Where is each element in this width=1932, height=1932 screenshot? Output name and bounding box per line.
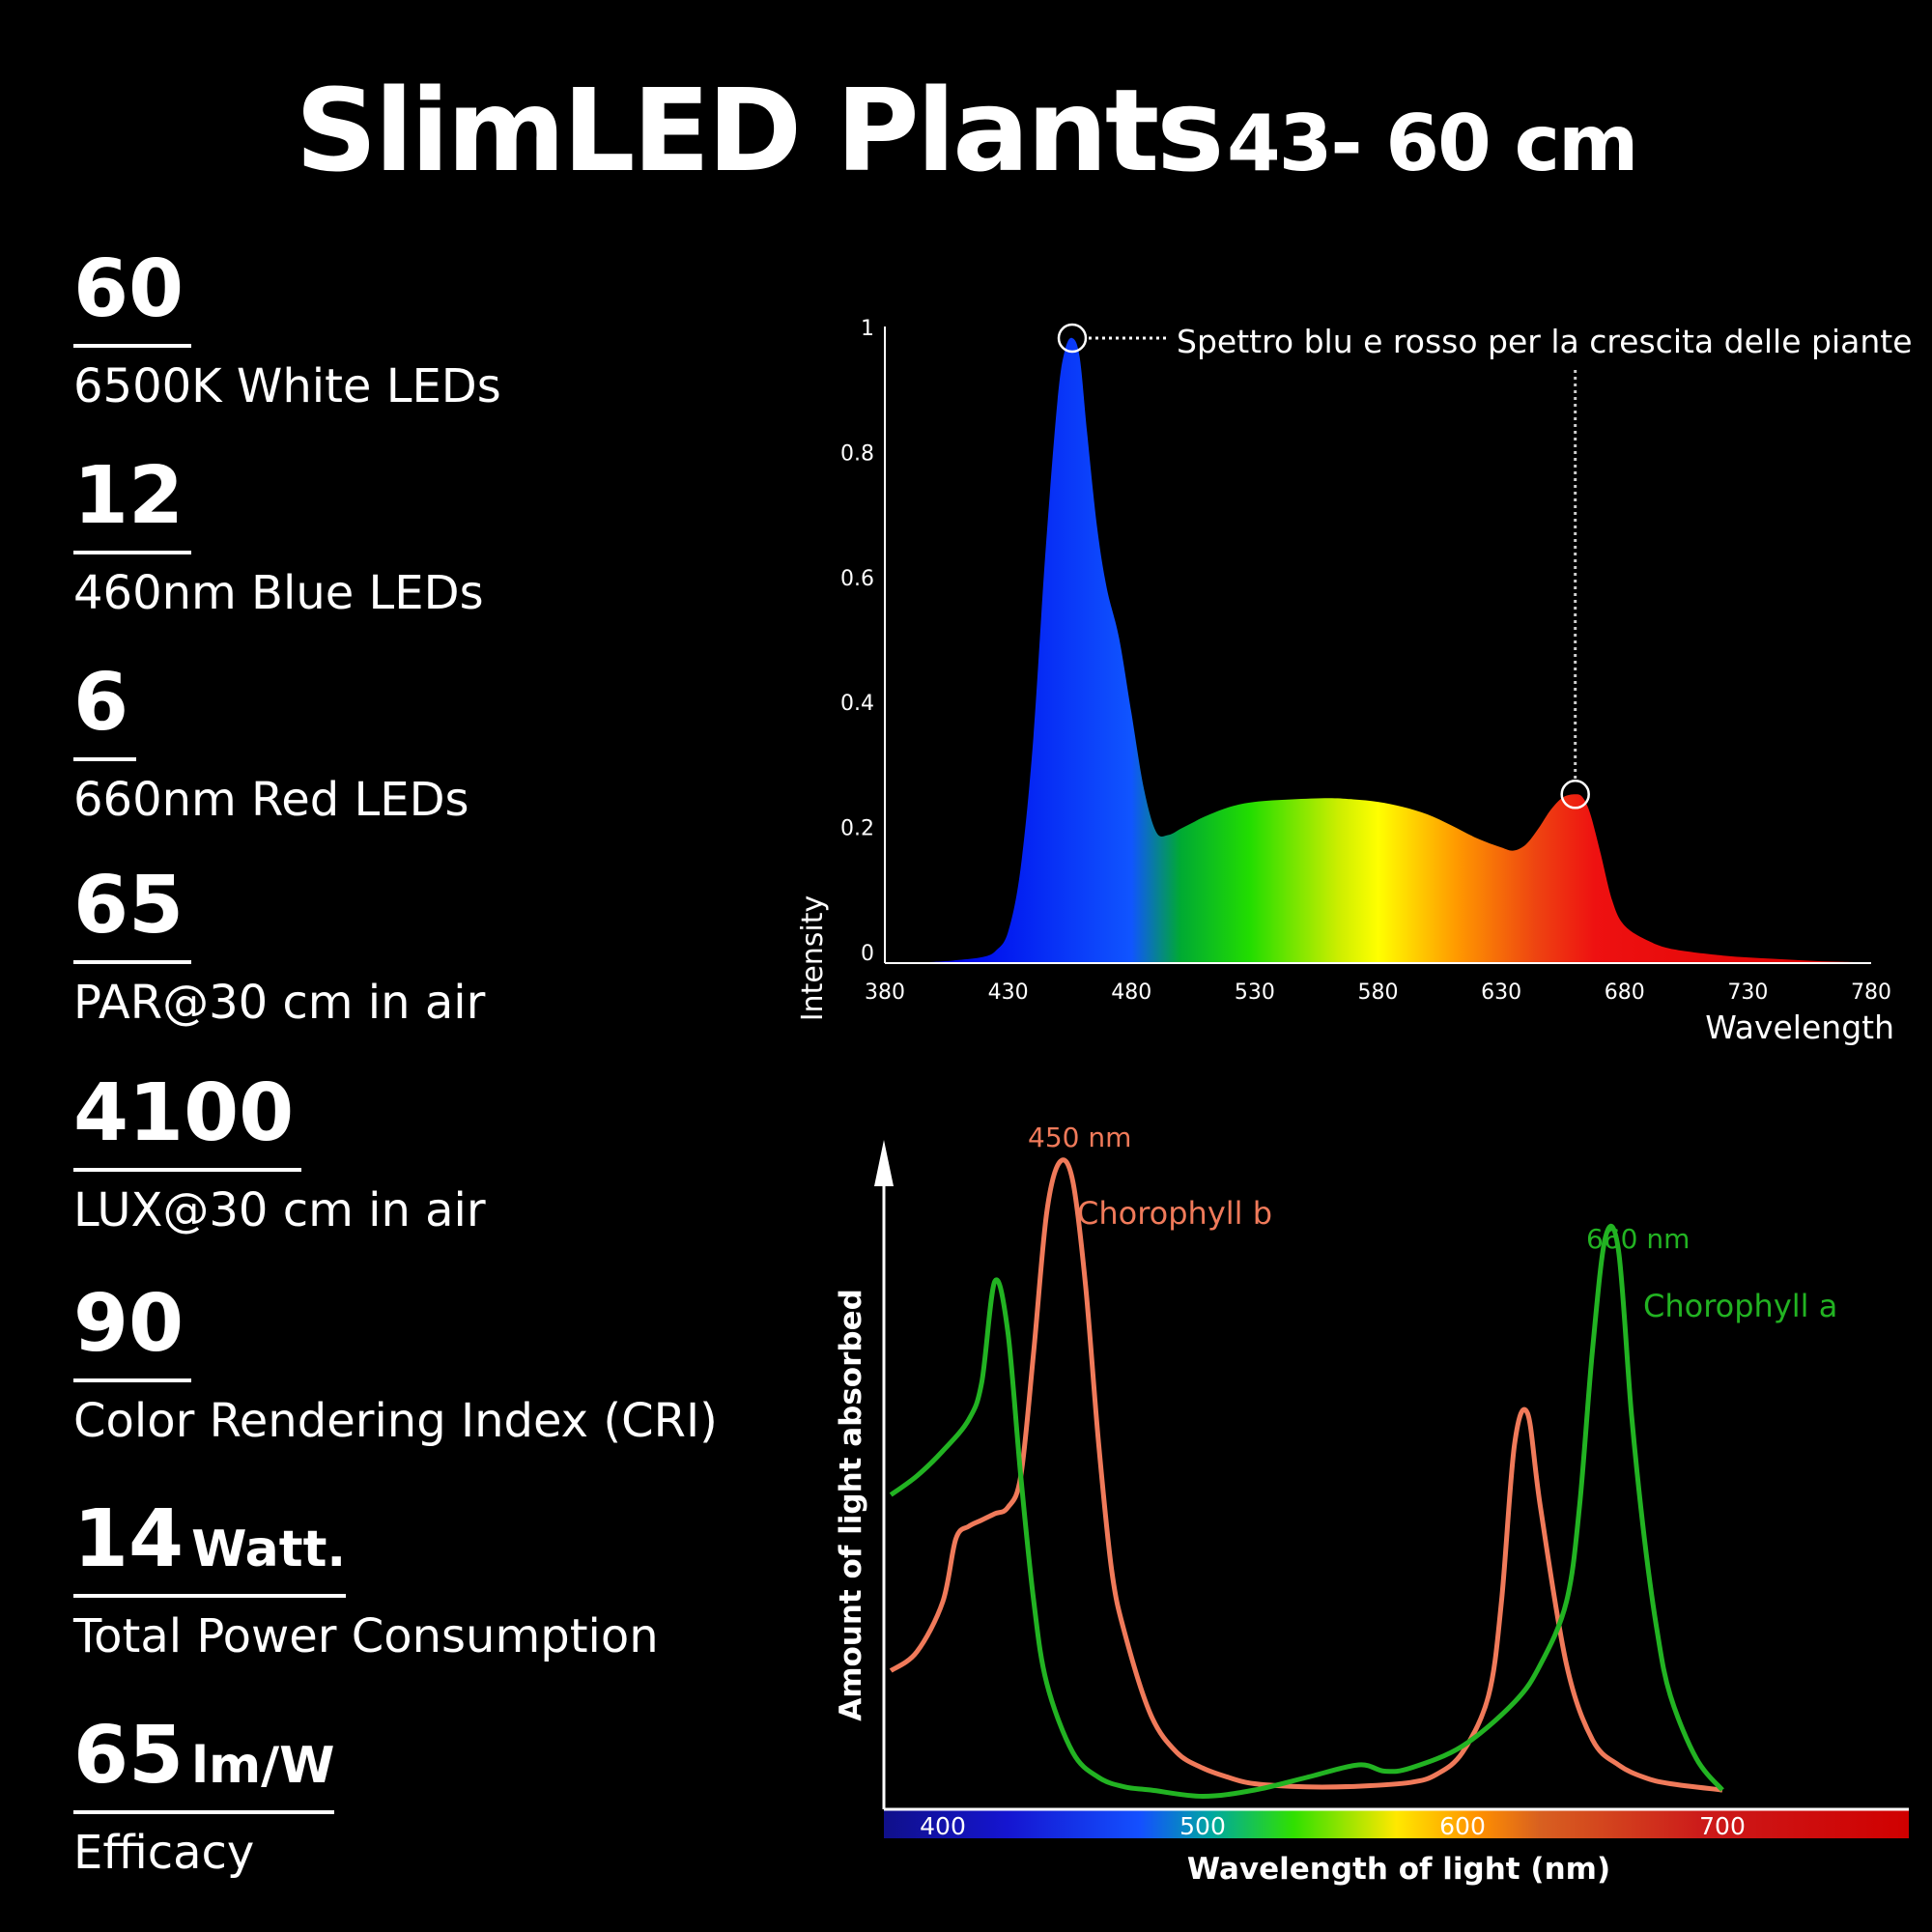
peak-label-450: 450 nm bbox=[1028, 1122, 1131, 1153]
spec-label: 6500K White LEDs bbox=[73, 359, 501, 413]
spec-label: PAR@30 cm in air bbox=[73, 976, 486, 1030]
title-sub: 43- 60 cm bbox=[1227, 99, 1638, 188]
absorption-x-tick: 500 bbox=[1179, 1812, 1226, 1840]
spectrum-y-tick: 0.2 bbox=[840, 817, 874, 841]
spectrum-x-tick: 780 bbox=[1851, 980, 1891, 1005]
spec-lux: 4100 LUX@30 cm in air bbox=[73, 1073, 486, 1237]
spectrum-x-tick: 430 bbox=[988, 980, 1029, 1005]
spectrum-x-tick: 480 bbox=[1111, 980, 1151, 1005]
spec-label: Efficacy bbox=[73, 1826, 255, 1880]
spectrum-x-tick: 680 bbox=[1605, 980, 1645, 1005]
spectrum-y-tick: 0.8 bbox=[840, 441, 874, 466]
spectrum-y-tick: 0 bbox=[861, 942, 874, 966]
spec-par: 65 PAR@30 cm in air bbox=[73, 866, 485, 1030]
spec-red-leds: 6 660nm Red LEDs bbox=[73, 663, 469, 827]
spec-value: 6 bbox=[73, 663, 137, 761]
spec-cri: 90 Color Rendering Index (CRI) bbox=[73, 1284, 718, 1448]
absorption-x-tick: 700 bbox=[1699, 1812, 1746, 1840]
spec-label: Color Rendering Index (CRI) bbox=[73, 1394, 718, 1448]
series-label-chlorophyll-b: Chorophyll b bbox=[1077, 1195, 1272, 1232]
chlorophyll-a-line bbox=[889, 1224, 1724, 1799]
spectrum-x-tick: 530 bbox=[1235, 980, 1275, 1005]
spectrum-x-tick: 730 bbox=[1727, 980, 1768, 1005]
spec-value: 60 bbox=[73, 249, 192, 348]
spectrum-x-tick: 580 bbox=[1358, 980, 1399, 1005]
wavelength-color-bar bbox=[884, 1809, 1909, 1838]
series-label-chlorophyll-a: Chorophyll a bbox=[1643, 1288, 1837, 1324]
absorption-ylabel: Amount of light absorbed bbox=[834, 1289, 868, 1721]
spec-value: 4100 bbox=[73, 1073, 302, 1172]
peak-label-660: 660 nm bbox=[1586, 1223, 1690, 1255]
spectrum-x-tick: 380 bbox=[865, 980, 905, 1005]
title-main: SlimLED Plants bbox=[295, 64, 1225, 197]
spectrum-annotation: Spettro blu e rosso per la crescita dell… bbox=[1177, 323, 1913, 360]
absorption-chart: 400 500 600 700 450 nm Chorophyll b 660 nm Cho… bbox=[834, 1122, 1909, 1887]
absorption-xlabel: Wavelength of light (nm) bbox=[1187, 1852, 1610, 1887]
spec-label: 460nm Blue LEDs bbox=[73, 566, 484, 620]
spec-label: LUX@30 cm in air bbox=[73, 1183, 486, 1237]
spectrum-y-tick: 0.6 bbox=[840, 567, 874, 591]
spec-value: 90 bbox=[73, 1284, 192, 1382]
spectrum-area bbox=[885, 337, 1871, 963]
absorption-x-tick: 600 bbox=[1439, 1812, 1486, 1840]
page-title: SlimLED Plants 43- 60 cm bbox=[0, 64, 1932, 197]
red-peak-marker bbox=[1560, 780, 1590, 810]
spec-white-leds: 60 6500K White LEDs bbox=[73, 249, 501, 413]
y-axis-arrow-icon bbox=[874, 1140, 894, 1186]
spec-value: 65 bbox=[73, 866, 192, 964]
chlorophyll-b-line bbox=[889, 1157, 1723, 1793]
spectrum-x-tick: 630 bbox=[1481, 980, 1521, 1005]
spec-efficacy: 65 lm/W Efficacy bbox=[73, 1716, 335, 1880]
spec-blue-leds: 12 460nm Blue LEDs bbox=[73, 456, 484, 620]
spectrum-ylabel: Intensity bbox=[796, 895, 830, 1022]
spec-power: 14 Watt. Total Power Consumption bbox=[73, 1499, 659, 1663]
spectrum-chart: 380 430 480 530 580 630 680 730 780 0 0.2 0.4 0.6 0.8… bbox=[796, 317, 1913, 1046]
spec-value: 12 bbox=[73, 456, 192, 554]
spec-label: 660nm Red LEDs bbox=[73, 773, 469, 827]
spectrum-xlabel: Wavelength bbox=[1705, 1009, 1894, 1046]
spec-value: 65 lm/W bbox=[73, 1716, 335, 1814]
spectrum-y-tick: 0.4 bbox=[840, 692, 874, 716]
spec-value: 14 Watt. bbox=[73, 1499, 347, 1598]
spec-label: Total Power Consumption bbox=[73, 1609, 659, 1663]
blue-peak-marker bbox=[1057, 323, 1088, 354]
spectrum-y-tick: 1 bbox=[861, 317, 874, 341]
absorption-x-tick: 400 bbox=[920, 1812, 966, 1840]
